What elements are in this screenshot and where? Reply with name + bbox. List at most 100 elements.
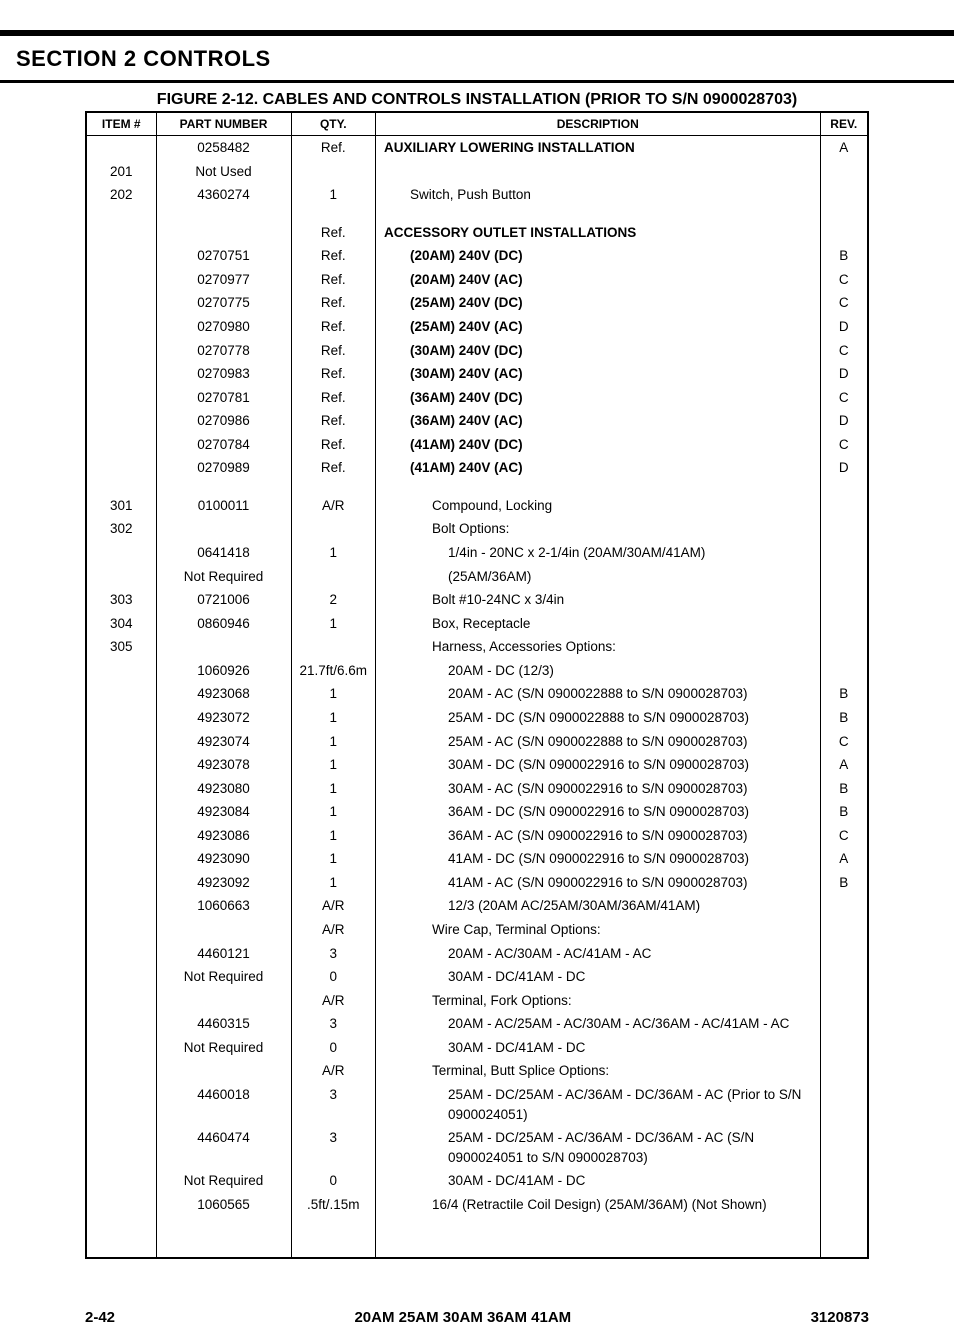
cell-desc: 30AM - DC/41AM - DC xyxy=(376,1169,820,1193)
cell-qty: Ref. xyxy=(291,386,376,410)
cell-rev xyxy=(820,517,868,541)
table-row: 0258482Ref.AUXILIARY LOWERING INSTALLATI… xyxy=(86,136,868,160)
cell-part: 4923080 xyxy=(156,777,291,801)
table-row xyxy=(86,1230,868,1244)
cell-part: 4360274 xyxy=(156,183,291,207)
col-header-desc: DESCRIPTION xyxy=(376,112,820,136)
cell-desc: 30AM - DC (S/N 0900022916 to S/N 0900028… xyxy=(376,753,820,777)
cell-item xyxy=(86,706,156,730)
cell-part: 0860946 xyxy=(156,612,291,636)
cell-part xyxy=(156,517,291,541)
cell-desc: (41AM) 240V (AC) xyxy=(376,456,820,480)
cell-desc: 30AM - DC/41AM - DC xyxy=(376,965,820,989)
cell-desc: 20AM - AC/25AM - AC/30AM - AC/36AM - AC/… xyxy=(376,1012,820,1036)
cell-qty: A/R xyxy=(291,894,376,918)
cell-item xyxy=(86,1126,156,1169)
table-row: 106092621.7ft/6.6m20AM - DC (12/3) xyxy=(86,659,868,683)
cell-part: 1060663 xyxy=(156,894,291,918)
cell-qty: A/R xyxy=(291,918,376,942)
table-row: 0270781Ref.(36AM) 240V (DC)C xyxy=(86,386,868,410)
cell-part xyxy=(156,221,291,245)
cell-rev xyxy=(820,1126,868,1169)
cell-part: 0270775 xyxy=(156,291,291,315)
table-row: 4923072125AM - DC (S/N 0900022888 to S/N… xyxy=(86,706,868,730)
cell-desc: 41AM - DC (S/N 0900022916 to S/N 0900028… xyxy=(376,847,820,871)
cell-rev xyxy=(820,965,868,989)
cell-qty: 21.7ft/6.6m xyxy=(291,659,376,683)
cell-rev: D xyxy=(820,362,868,386)
cell-desc: Harness, Accessories Options: xyxy=(376,635,820,659)
table-row: 4460121320AM - AC/30AM - AC/41AM - AC xyxy=(86,942,868,966)
cell-desc: AUXILIARY LOWERING INSTALLATION xyxy=(376,136,820,160)
cell-rev xyxy=(820,1036,868,1060)
cell-qty: Ref. xyxy=(291,362,376,386)
cell-item xyxy=(86,1059,156,1083)
table-row: 20243602741Switch, Push Button xyxy=(86,183,868,207)
cell-item xyxy=(86,730,156,754)
cell-item xyxy=(86,659,156,683)
cell-qty: Ref. xyxy=(291,433,376,457)
table-row: 1060565.5ft/.15m16/4 (Retractile Coil De… xyxy=(86,1193,868,1217)
cell-rev xyxy=(820,183,868,207)
cell-item xyxy=(86,918,156,942)
cell-desc: Wire Cap, Terminal Options: xyxy=(376,918,820,942)
footer-left: 2-42 xyxy=(85,1309,115,1326)
cell-part: 0270977 xyxy=(156,268,291,292)
table-row: 4460474325AM - DC/25AM - AC/36AM - DC/36… xyxy=(86,1126,868,1169)
cell-desc: (36AM) 240V (AC) xyxy=(376,409,820,433)
cell-part: 0270983 xyxy=(156,362,291,386)
cell-part: 0258482 xyxy=(156,136,291,160)
cell-desc: 20AM - AC/30AM - AC/41AM - AC xyxy=(376,942,820,966)
cell-desc: 12/3 (20AM AC/25AM/30AM/36AM/41AM) xyxy=(376,894,820,918)
cell-qty xyxy=(291,517,376,541)
cell-desc: (30AM) 240V (DC) xyxy=(376,339,820,363)
cell-qty: 1 xyxy=(291,847,376,871)
cell-rev xyxy=(820,918,868,942)
cell-item xyxy=(86,682,156,706)
cell-rev: D xyxy=(820,409,868,433)
table-row: 4923078130AM - DC (S/N 0900022916 to S/N… xyxy=(86,753,868,777)
cell-rev xyxy=(820,942,868,966)
cell-desc: Switch, Push Button xyxy=(376,183,820,207)
cell-qty xyxy=(291,635,376,659)
cell-item xyxy=(86,456,156,480)
cell-desc: 25AM - DC/25AM - AC/36AM - DC/36AM - AC … xyxy=(376,1083,820,1126)
cell-qty: Ref. xyxy=(291,244,376,268)
table-row: 4923092141AM - AC (S/N 0900022916 to S/N… xyxy=(86,871,868,895)
table-row: A/RTerminal, Fork Options: xyxy=(86,989,868,1013)
col-header-item: ITEM # xyxy=(86,112,156,136)
section-title: SECTION 2 CONTROLS xyxy=(16,46,938,72)
cell-desc: 30AM - DC/41AM - DC xyxy=(376,1036,820,1060)
figure-title: FIGURE 2-12. CABLES AND CONTROLS INSTALL… xyxy=(85,91,869,109)
page-footer: 2-42 20AM 25AM 30AM 36AM 41AM 3120873 xyxy=(85,1309,869,1326)
cell-qty: .5ft/.15m xyxy=(291,1193,376,1217)
cell-rev xyxy=(820,494,868,518)
table-row: 4460018325AM - DC/25AM - AC/36AM - DC/36… xyxy=(86,1083,868,1126)
cell-item: 305 xyxy=(86,635,156,659)
cell-part: Not Required xyxy=(156,565,291,589)
cell-part: 1060565 xyxy=(156,1193,291,1217)
table-row: 0270983Ref.(30AM) 240V (AC)D xyxy=(86,362,868,386)
cell-desc: (25AM) 240V (DC) xyxy=(376,291,820,315)
cell-item: 303 xyxy=(86,588,156,612)
table-row xyxy=(86,1244,868,1258)
cell-item xyxy=(86,777,156,801)
cell-rev xyxy=(820,588,868,612)
cell-rev xyxy=(820,894,868,918)
cell-item xyxy=(86,136,156,160)
cell-part: 4460474 xyxy=(156,1126,291,1169)
cell-rev: B xyxy=(820,800,868,824)
cell-rev xyxy=(820,565,868,589)
cell-item: 302 xyxy=(86,517,156,541)
col-header-part: PART NUMBER xyxy=(156,112,291,136)
cell-part: 0270781 xyxy=(156,386,291,410)
cell-part: 0270980 xyxy=(156,315,291,339)
cell-part: 4923072 xyxy=(156,706,291,730)
cell-part: 4923074 xyxy=(156,730,291,754)
cell-rev xyxy=(820,160,868,184)
cell-rev: D xyxy=(820,315,868,339)
table-row: 4923090141AM - DC (S/N 0900022916 to S/N… xyxy=(86,847,868,871)
cell-desc: 20AM - DC (12/3) xyxy=(376,659,820,683)
cell-qty: Ref. xyxy=(291,339,376,363)
cell-qty: 0 xyxy=(291,1169,376,1193)
